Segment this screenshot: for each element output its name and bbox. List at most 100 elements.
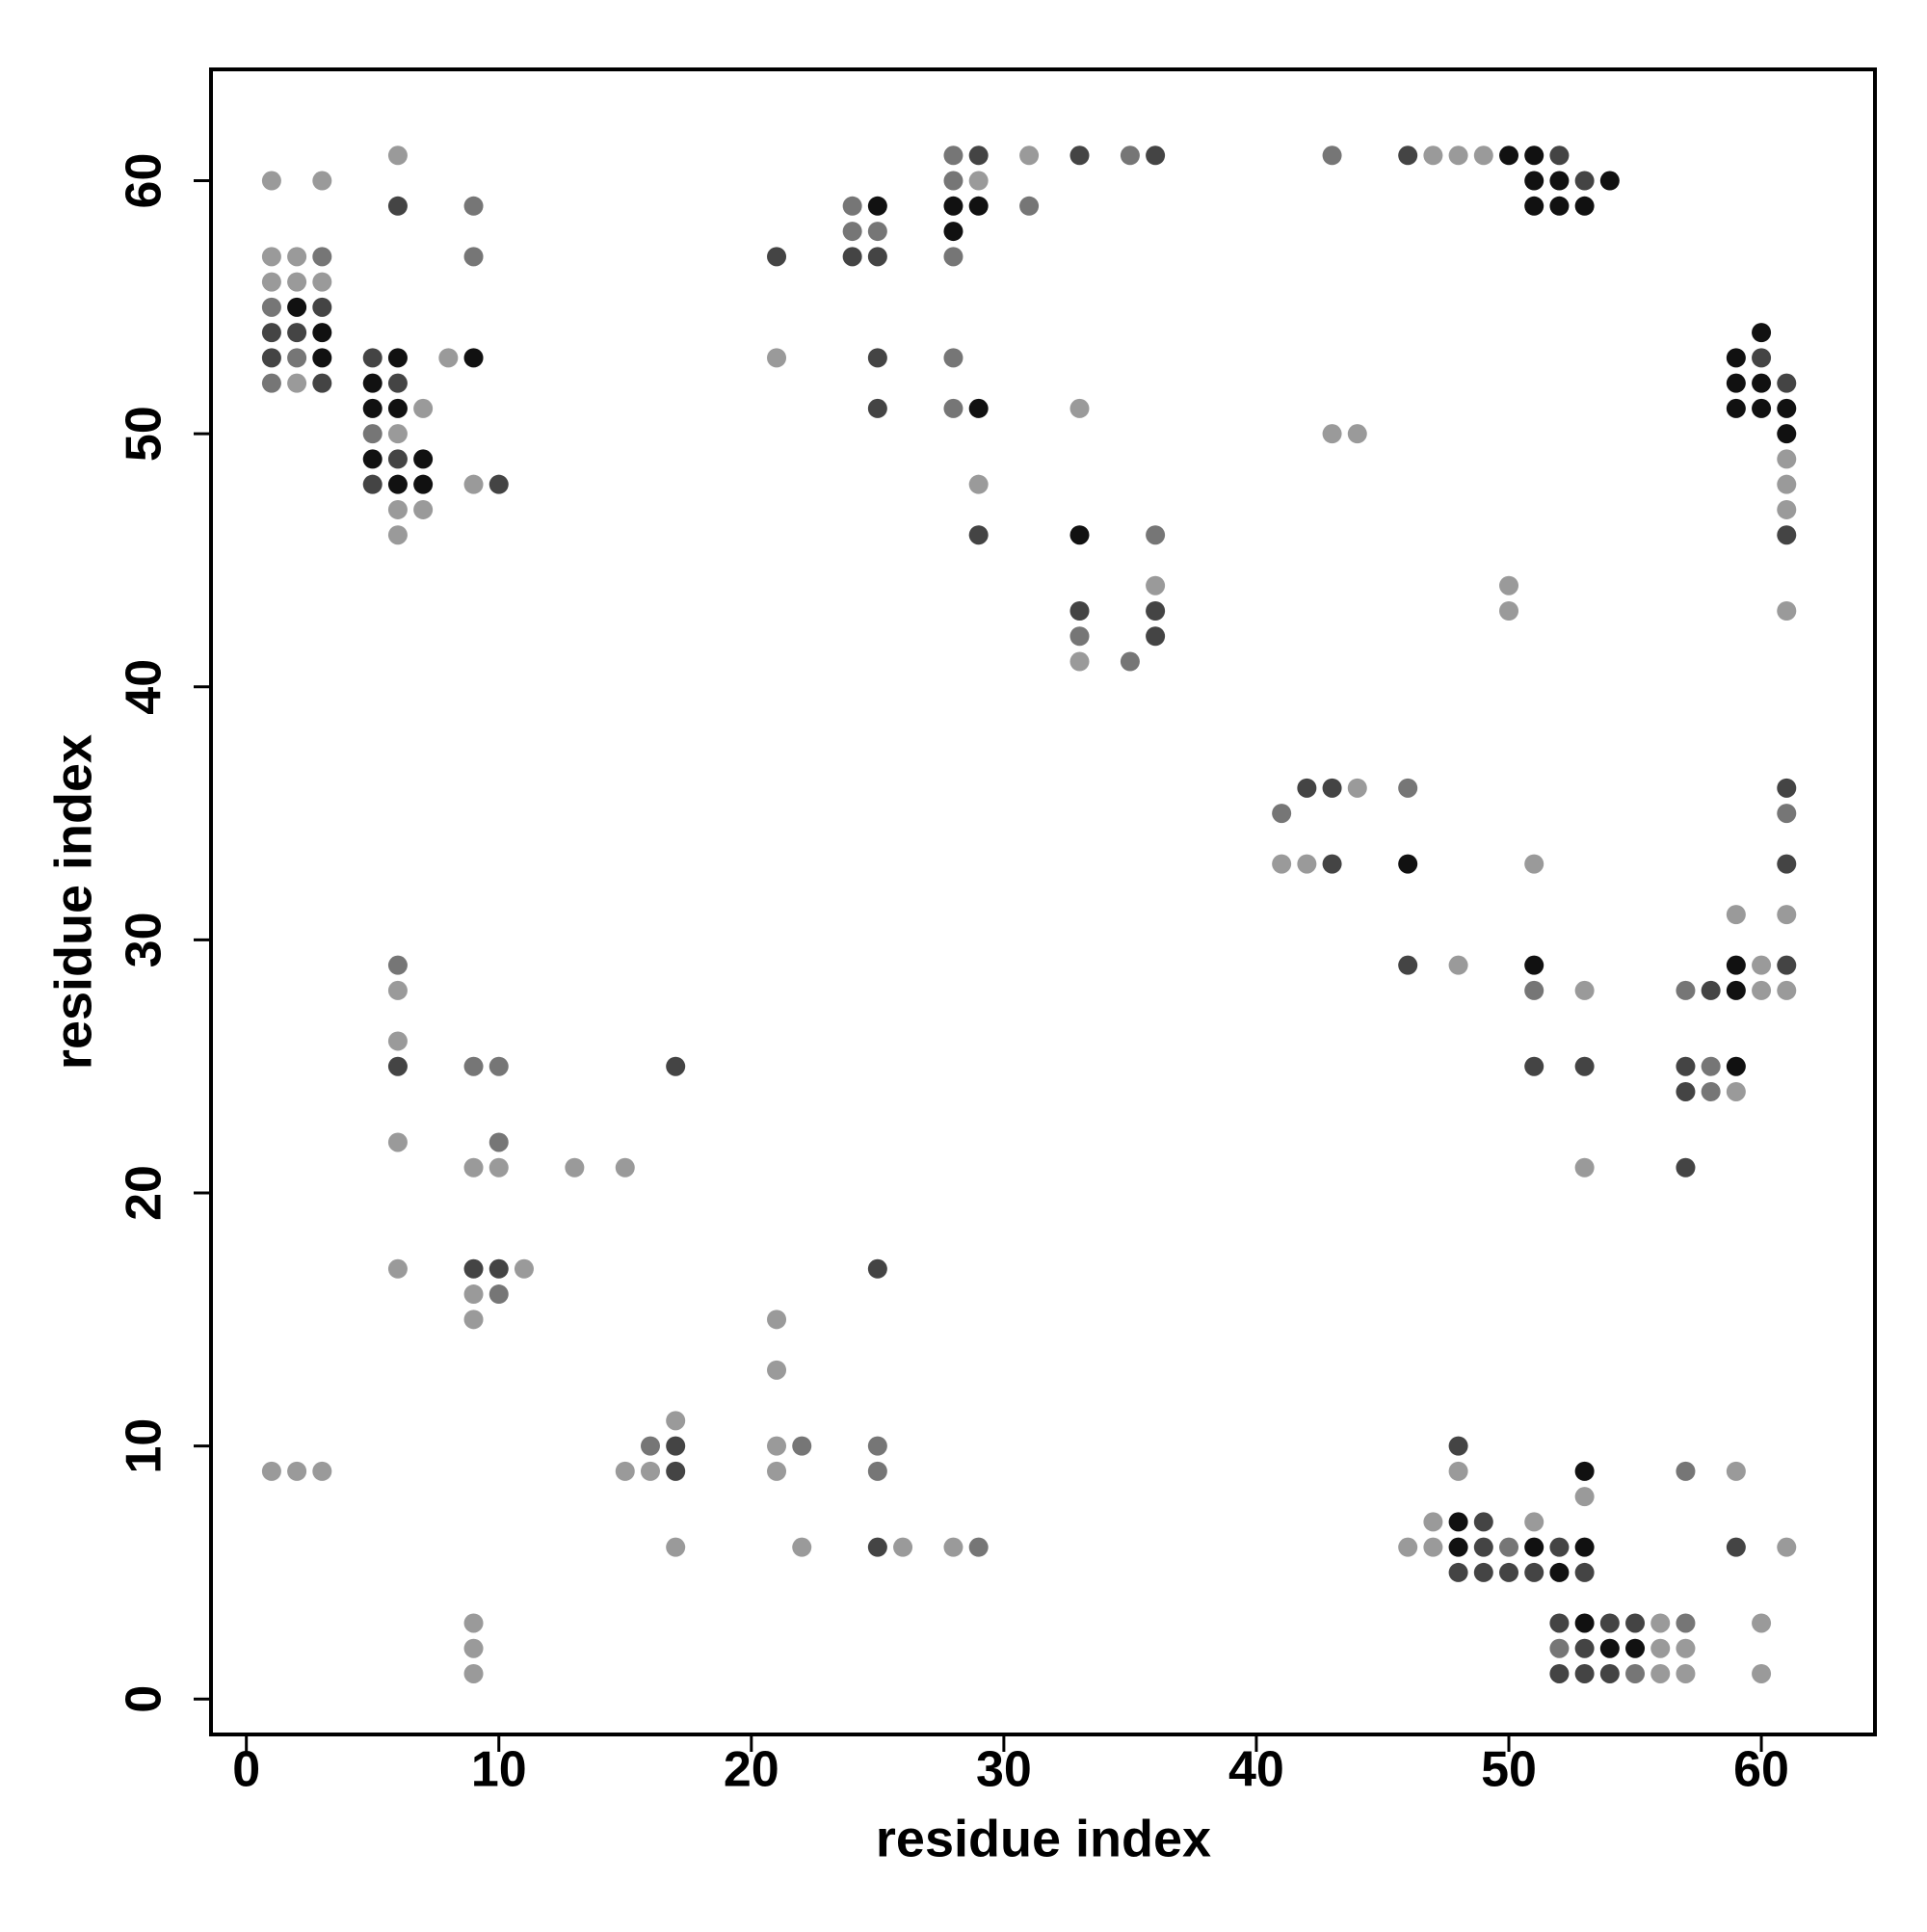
point bbox=[261, 297, 281, 317]
point bbox=[1574, 1157, 1595, 1178]
point bbox=[514, 1258, 534, 1279]
point bbox=[1069, 626, 1090, 647]
point bbox=[666, 1056, 686, 1076]
point bbox=[1423, 1512, 1443, 1532]
point bbox=[1398, 146, 1418, 166]
point bbox=[1574, 1562, 1595, 1582]
point bbox=[1524, 1562, 1544, 1582]
point bbox=[1676, 980, 1696, 1000]
point bbox=[463, 1284, 484, 1305]
point bbox=[1524, 854, 1544, 874]
point bbox=[1701, 1081, 1721, 1101]
point bbox=[867, 247, 887, 267]
point bbox=[312, 272, 332, 292]
point bbox=[1752, 373, 1772, 393]
point bbox=[767, 1310, 787, 1330]
point bbox=[867, 1461, 887, 1481]
point bbox=[867, 1436, 887, 1456]
point bbox=[1069, 600, 1090, 621]
point bbox=[1574, 1638, 1595, 1658]
point bbox=[1777, 499, 1797, 519]
point bbox=[387, 955, 408, 975]
point bbox=[1322, 778, 1342, 798]
point bbox=[1777, 525, 1797, 545]
point bbox=[1069, 651, 1090, 672]
point bbox=[463, 474, 484, 494]
point bbox=[1777, 955, 1797, 975]
point bbox=[312, 171, 332, 191]
point bbox=[1574, 1461, 1595, 1481]
point bbox=[1777, 449, 1797, 469]
point bbox=[1146, 525, 1166, 545]
point bbox=[1019, 146, 1040, 166]
point bbox=[261, 348, 281, 368]
point bbox=[1297, 854, 1317, 874]
point bbox=[1297, 778, 1317, 798]
point bbox=[488, 1157, 509, 1178]
point bbox=[1524, 955, 1544, 975]
point bbox=[1726, 1461, 1746, 1481]
point bbox=[1777, 424, 1797, 444]
point bbox=[1777, 980, 1797, 1000]
point bbox=[1549, 196, 1570, 216]
point bbox=[565, 1157, 585, 1178]
point bbox=[1574, 980, 1595, 1000]
point bbox=[767, 1461, 787, 1481]
point bbox=[1701, 980, 1721, 1000]
point bbox=[1146, 575, 1166, 595]
point bbox=[968, 398, 989, 418]
point bbox=[312, 373, 332, 393]
point bbox=[767, 1436, 787, 1456]
point bbox=[1777, 854, 1797, 874]
point bbox=[387, 348, 408, 368]
point bbox=[387, 1132, 408, 1152]
point bbox=[943, 146, 964, 166]
point bbox=[1549, 1537, 1570, 1557]
point bbox=[943, 171, 964, 191]
point bbox=[488, 1284, 509, 1305]
point bbox=[463, 1258, 484, 1279]
point bbox=[1676, 1081, 1696, 1101]
point bbox=[387, 146, 408, 166]
point bbox=[1549, 1613, 1570, 1633]
point bbox=[1347, 424, 1367, 444]
point bbox=[1473, 146, 1493, 166]
point bbox=[1524, 171, 1544, 191]
point bbox=[312, 348, 332, 368]
point bbox=[792, 1537, 812, 1557]
x-tick-label: 20 bbox=[724, 1742, 779, 1798]
point bbox=[362, 474, 383, 494]
point bbox=[1777, 905, 1797, 925]
point bbox=[261, 373, 281, 393]
point bbox=[893, 1537, 913, 1557]
point bbox=[968, 196, 989, 216]
point bbox=[1019, 196, 1040, 216]
point bbox=[968, 474, 989, 494]
point bbox=[842, 222, 862, 242]
point bbox=[362, 398, 383, 418]
y-tick-label: 30 bbox=[117, 912, 172, 967]
x-tick-label: 40 bbox=[1228, 1742, 1284, 1798]
point bbox=[1398, 778, 1418, 798]
point bbox=[666, 1436, 686, 1456]
point bbox=[615, 1461, 635, 1481]
point bbox=[312, 1461, 332, 1481]
point bbox=[387, 1056, 408, 1076]
y-tick-label: 0 bbox=[117, 1685, 172, 1713]
point bbox=[387, 1258, 408, 1279]
point bbox=[1524, 146, 1544, 166]
point bbox=[867, 196, 887, 216]
y-tick-label: 10 bbox=[117, 1418, 172, 1474]
point bbox=[1676, 1056, 1696, 1076]
point bbox=[1574, 196, 1595, 216]
x-tick-label: 10 bbox=[471, 1742, 527, 1798]
point bbox=[1625, 1613, 1646, 1633]
point bbox=[968, 171, 989, 191]
point bbox=[463, 1157, 484, 1178]
point bbox=[1777, 600, 1797, 621]
point bbox=[362, 449, 383, 469]
point bbox=[1473, 1512, 1493, 1532]
point bbox=[1524, 196, 1544, 216]
point bbox=[387, 980, 408, 1000]
